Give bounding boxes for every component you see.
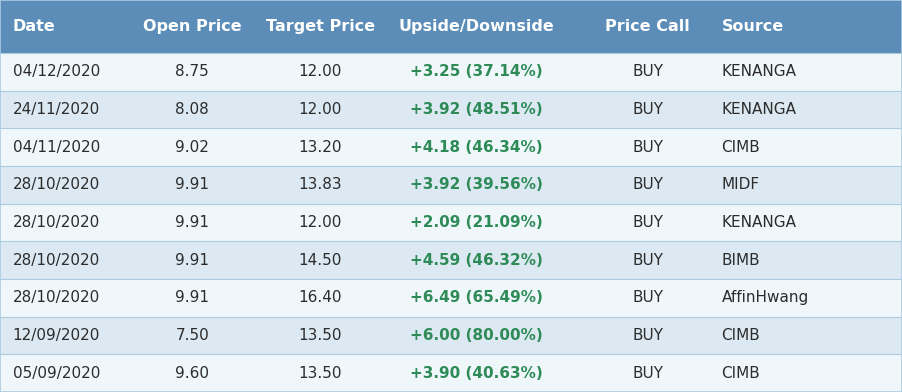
Text: 13.50: 13.50: [299, 328, 342, 343]
Text: 7.50: 7.50: [175, 328, 209, 343]
Text: 05/09/2020: 05/09/2020: [13, 366, 100, 381]
Text: BUY: BUY: [632, 102, 663, 117]
Text: +3.90 (40.63%): +3.90 (40.63%): [410, 366, 543, 381]
Text: 9.02: 9.02: [175, 140, 209, 154]
Text: 12.00: 12.00: [299, 102, 342, 117]
Text: KENANGA: KENANGA: [722, 102, 796, 117]
Text: 28/10/2020: 28/10/2020: [13, 215, 100, 230]
Text: +3.92 (48.51%): +3.92 (48.51%): [410, 102, 543, 117]
Text: 9.91: 9.91: [175, 215, 209, 230]
Text: +6.00 (80.00%): +6.00 (80.00%): [410, 328, 543, 343]
Text: +4.59 (46.32%): +4.59 (46.32%): [410, 252, 543, 268]
Text: Date: Date: [13, 19, 55, 34]
Text: Target Price: Target Price: [266, 19, 374, 34]
Text: 28/10/2020: 28/10/2020: [13, 290, 100, 305]
Bar: [0, 279, 902, 317]
Bar: [0, 128, 902, 166]
Text: BUY: BUY: [632, 140, 663, 154]
Text: BUY: BUY: [632, 252, 663, 268]
Text: BUY: BUY: [632, 290, 663, 305]
Text: 13.20: 13.20: [299, 140, 342, 154]
Text: 8.75: 8.75: [175, 64, 209, 79]
Text: 9.60: 9.60: [175, 366, 209, 381]
Text: BUY: BUY: [632, 328, 663, 343]
Text: KENANGA: KENANGA: [722, 64, 796, 79]
Text: Upside/Downside: Upside/Downside: [399, 19, 554, 34]
Text: 28/10/2020: 28/10/2020: [13, 177, 100, 192]
Text: AffinHwang: AffinHwang: [722, 290, 809, 305]
Text: Price Call: Price Call: [605, 19, 690, 34]
Text: 04/12/2020: 04/12/2020: [13, 64, 100, 79]
Text: 14.50: 14.50: [299, 252, 342, 268]
Text: 04/11/2020: 04/11/2020: [13, 140, 100, 154]
Text: CIMB: CIMB: [722, 328, 760, 343]
Bar: [0, 91, 902, 128]
Text: BIMB: BIMB: [722, 252, 760, 268]
Text: 28/10/2020: 28/10/2020: [13, 252, 100, 268]
Text: CIMB: CIMB: [722, 366, 760, 381]
Bar: [0, 354, 902, 392]
Text: 13.50: 13.50: [299, 366, 342, 381]
Text: 12/09/2020: 12/09/2020: [13, 328, 100, 343]
Bar: [0, 166, 902, 203]
Text: BUY: BUY: [632, 64, 663, 79]
Text: +4.18 (46.34%): +4.18 (46.34%): [410, 140, 543, 154]
Text: 12.00: 12.00: [299, 64, 342, 79]
Text: 24/11/2020: 24/11/2020: [13, 102, 100, 117]
Bar: [0, 241, 902, 279]
Text: +3.25 (37.14%): +3.25 (37.14%): [410, 64, 543, 79]
Text: BUY: BUY: [632, 215, 663, 230]
Text: KENANGA: KENANGA: [722, 215, 796, 230]
Bar: [0, 0, 902, 53]
Text: CIMB: CIMB: [722, 140, 760, 154]
Text: Open Price: Open Price: [143, 19, 242, 34]
Bar: [0, 317, 902, 354]
Text: 9.91: 9.91: [175, 177, 209, 192]
Text: 12.00: 12.00: [299, 215, 342, 230]
Text: BUY: BUY: [632, 366, 663, 381]
Text: BUY: BUY: [632, 177, 663, 192]
Text: 16.40: 16.40: [299, 290, 342, 305]
Text: 8.08: 8.08: [175, 102, 209, 117]
Text: Source: Source: [722, 19, 784, 34]
Text: 9.91: 9.91: [175, 252, 209, 268]
Text: +2.09 (21.09%): +2.09 (21.09%): [410, 215, 543, 230]
Text: 13.83: 13.83: [299, 177, 342, 192]
Bar: [0, 53, 902, 91]
Text: MIDF: MIDF: [722, 177, 759, 192]
Text: +6.49 (65.49%): +6.49 (65.49%): [410, 290, 543, 305]
Bar: [0, 203, 902, 241]
Text: 9.91: 9.91: [175, 290, 209, 305]
Text: +3.92 (39.56%): +3.92 (39.56%): [410, 177, 543, 192]
